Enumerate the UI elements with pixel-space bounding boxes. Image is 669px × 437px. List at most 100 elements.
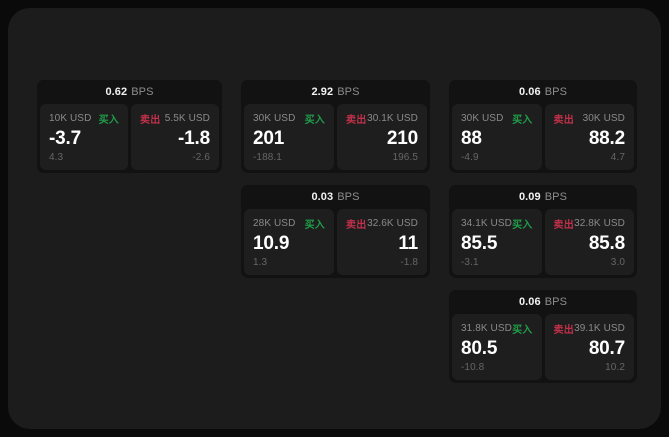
bps-value: 2.92 — [311, 86, 334, 98]
sell-action-label[interactable]: 卖出 — [553, 220, 574, 231]
order-size-label: 10K USD — [49, 113, 92, 124]
bps-value: 0.62 — [105, 86, 128, 98]
card-header: 0.62 BPS — [37, 80, 222, 104]
main-price-value: 10.9 — [253, 232, 290, 254]
panel-header-row: 卖出 32.8K USD — [553, 217, 626, 231]
bps-unit-label: BPS — [131, 86, 154, 98]
bps-unit-label: BPS — [544, 296, 568, 308]
card-header: 0.03 BPS — [241, 185, 430, 209]
order-size-label: 32.6K USD — [367, 218, 418, 229]
secondary-value: 4.7 — [610, 152, 625, 163]
sell-side-panel[interactable]: 卖出 32.8K USD 85.8 3.0 — [544, 209, 634, 275]
bps-value: 0.06 — [518, 86, 541, 98]
panel-header-row: 卖出 39.1K USD — [553, 322, 626, 336]
main-price-value: -1.8 — [178, 127, 210, 149]
main-price-value: 85.5 — [461, 232, 498, 254]
order-size-label: 32.8K USD — [574, 218, 625, 229]
card-header: 0.06 BPS — [449, 290, 637, 314]
bps-value: 0.03 — [311, 191, 334, 203]
card-body: 34.1K USD 买入 85.5 -3.1 卖出 32.8K USD 85.8 3.0 — [449, 209, 637, 278]
panel-header-row: 10K USD 买入 — [49, 112, 119, 126]
panel-header-row: 28K USD 买入 — [253, 217, 325, 231]
panel-header-row: 卖出 32.6K USD — [346, 217, 418, 231]
buy-side-panel[interactable]: 30K USD 买入 201 -188.1 — [244, 104, 334, 170]
order-size-label: 30K USD — [582, 113, 625, 124]
main-price-value: 88 — [461, 127, 482, 149]
bps-unit-label: BPS — [337, 86, 360, 98]
bps-unit-label: BPS — [544, 86, 568, 98]
sell-action-label[interactable]: 卖出 — [553, 325, 574, 336]
order-size-label: 39.1K USD — [574, 323, 625, 334]
buy-side-panel[interactable]: 34.1K USD 买入 85.5 -3.1 — [452, 209, 542, 275]
secondary-value: -4.9 — [461, 152, 479, 163]
buy-side-panel[interactable]: 30K USD 买入 88 -4.9 — [452, 104, 542, 170]
secondary-value: -3.1 — [461, 257, 479, 268]
main-price-value: 80.5 — [461, 337, 498, 359]
card-body: 30K USD 买入 201 -188.1 卖出 30.1K USD 210 196.5 — [241, 104, 430, 173]
quote-card-columns: 0.62 BPS 10K USD 买入 -3.7 4.3 卖出 5.5K USD -1.8 -2.… — [37, 80, 637, 385]
main-price-value: 201 — [253, 127, 285, 149]
secondary-value: 196.5 — [392, 152, 418, 163]
buy-action-label[interactable]: 买入 — [512, 325, 533, 336]
sell-side-panel[interactable]: 卖出 5.5K USD -1.8 -2.6 — [131, 104, 219, 170]
buy-action-label[interactable]: 买入 — [98, 115, 119, 126]
main-price-value: -3.7 — [49, 127, 81, 149]
quote-card[interactable]: 0.06 BPS 31.8K USD 买入 80.5 -10.8 卖出 39.1K USD 80… — [449, 290, 637, 383]
buy-action-label[interactable]: 买入 — [512, 220, 533, 231]
panel-header-row: 34.1K USD 买入 — [461, 217, 533, 231]
main-price-value: 85.8 — [588, 232, 625, 254]
quote-card[interactable]: 2.92 BPS 30K USD 买入 201 -188.1 卖出 30.1K USD 210 1… — [241, 80, 430, 173]
bps-unit-label: BPS — [544, 191, 568, 203]
sell-side-panel[interactable]: 卖出 32.6K USD 11 -1.8 — [337, 209, 427, 275]
sell-action-label[interactable]: 卖出 — [346, 220, 367, 231]
buy-action-label[interactable]: 买入 — [304, 115, 325, 126]
main-price-value: 210 — [386, 127, 418, 149]
panel-header-row: 卖出 30.1K USD — [346, 112, 418, 126]
buy-action-label[interactable]: 买入 — [512, 115, 533, 126]
sell-action-label[interactable]: 卖出 — [140, 115, 161, 126]
quote-card[interactable]: 0.62 BPS 10K USD 买入 -3.7 4.3 卖出 5.5K USD -1.8 -2.… — [37, 80, 222, 173]
panel-header-row: 31.8K USD 买入 — [461, 322, 533, 336]
order-size-label: 28K USD — [253, 218, 296, 229]
secondary-value: -10.8 — [461, 362, 485, 373]
main-price-value: 80.7 — [588, 337, 625, 359]
quote-card[interactable]: 0.03 BPS 28K USD 买入 10.9 1.3 卖出 32.6K USD 11 -1.8 — [241, 185, 430, 278]
main-price-value: 88.2 — [588, 127, 625, 149]
secondary-value: -2.6 — [192, 152, 210, 163]
order-size-label: 34.1K USD — [461, 218, 512, 229]
buy-side-panel[interactable]: 10K USD 买入 -3.7 4.3 — [40, 104, 128, 170]
bps-unit-label: BPS — [337, 191, 360, 203]
sell-side-panel[interactable]: 卖出 30.1K USD 210 196.5 — [337, 104, 427, 170]
panel-header-row: 卖出 30K USD — [553, 112, 626, 126]
card-body: 30K USD 买入 88 -4.9 卖出 30K USD 88.2 4.7 — [449, 104, 637, 173]
card-header: 2.92 BPS — [241, 80, 430, 104]
card-header: 0.06 BPS — [449, 80, 637, 104]
secondary-value: -188.1 — [253, 152, 282, 163]
quote-card[interactable]: 0.06 BPS 30K USD 买入 88 -4.9 卖出 30K USD 88.2 4.7 — [449, 80, 637, 173]
main-price-value: 11 — [398, 232, 418, 254]
secondary-value: 1.3 — [253, 257, 268, 268]
quote-column-3: 0.06 BPS 30K USD 买入 88 -4.9 卖出 30K USD 88.2 4.7 0.… — [449, 80, 637, 383]
bps-value: 0.06 — [518, 296, 541, 308]
sell-side-panel[interactable]: 卖出 30K USD 88.2 4.7 — [544, 104, 634, 170]
order-size-label: 30.1K USD — [367, 113, 418, 124]
quote-card[interactable]: 0.09 BPS 34.1K USD 买入 85.5 -3.1 卖出 32.8K USD 85.… — [449, 185, 637, 278]
order-size-label: 30K USD — [461, 113, 504, 124]
card-body: 31.8K USD 买入 80.5 -10.8 卖出 39.1K USD 80.7 10.2 — [449, 314, 637, 383]
buy-side-panel[interactable]: 31.8K USD 买入 80.5 -10.8 — [452, 314, 542, 380]
sell-action-label[interactable]: 卖出 — [346, 115, 367, 126]
secondary-value: 10.2 — [605, 362, 625, 373]
order-size-label: 31.8K USD — [461, 323, 512, 334]
panel-header-row: 卖出 5.5K USD — [140, 112, 210, 126]
bps-value: 0.09 — [518, 191, 541, 203]
buy-action-label[interactable]: 买入 — [304, 220, 325, 231]
secondary-value: 3.0 — [610, 257, 625, 268]
buy-side-panel[interactable]: 28K USD 买入 10.9 1.3 — [244, 209, 334, 275]
sell-action-label[interactable]: 卖出 — [553, 115, 574, 126]
sell-side-panel[interactable]: 卖出 39.1K USD 80.7 10.2 — [544, 314, 634, 380]
secondary-value: 4.3 — [49, 152, 64, 163]
quote-column-1: 0.62 BPS 10K USD 买入 -3.7 4.3 卖出 5.5K USD -1.8 -2.… — [37, 80, 222, 173]
card-body: 28K USD 买入 10.9 1.3 卖出 32.6K USD 11 -1.8 — [241, 209, 430, 278]
order-size-label: 5.5K USD — [164, 113, 210, 124]
order-size-label: 30K USD — [253, 113, 296, 124]
